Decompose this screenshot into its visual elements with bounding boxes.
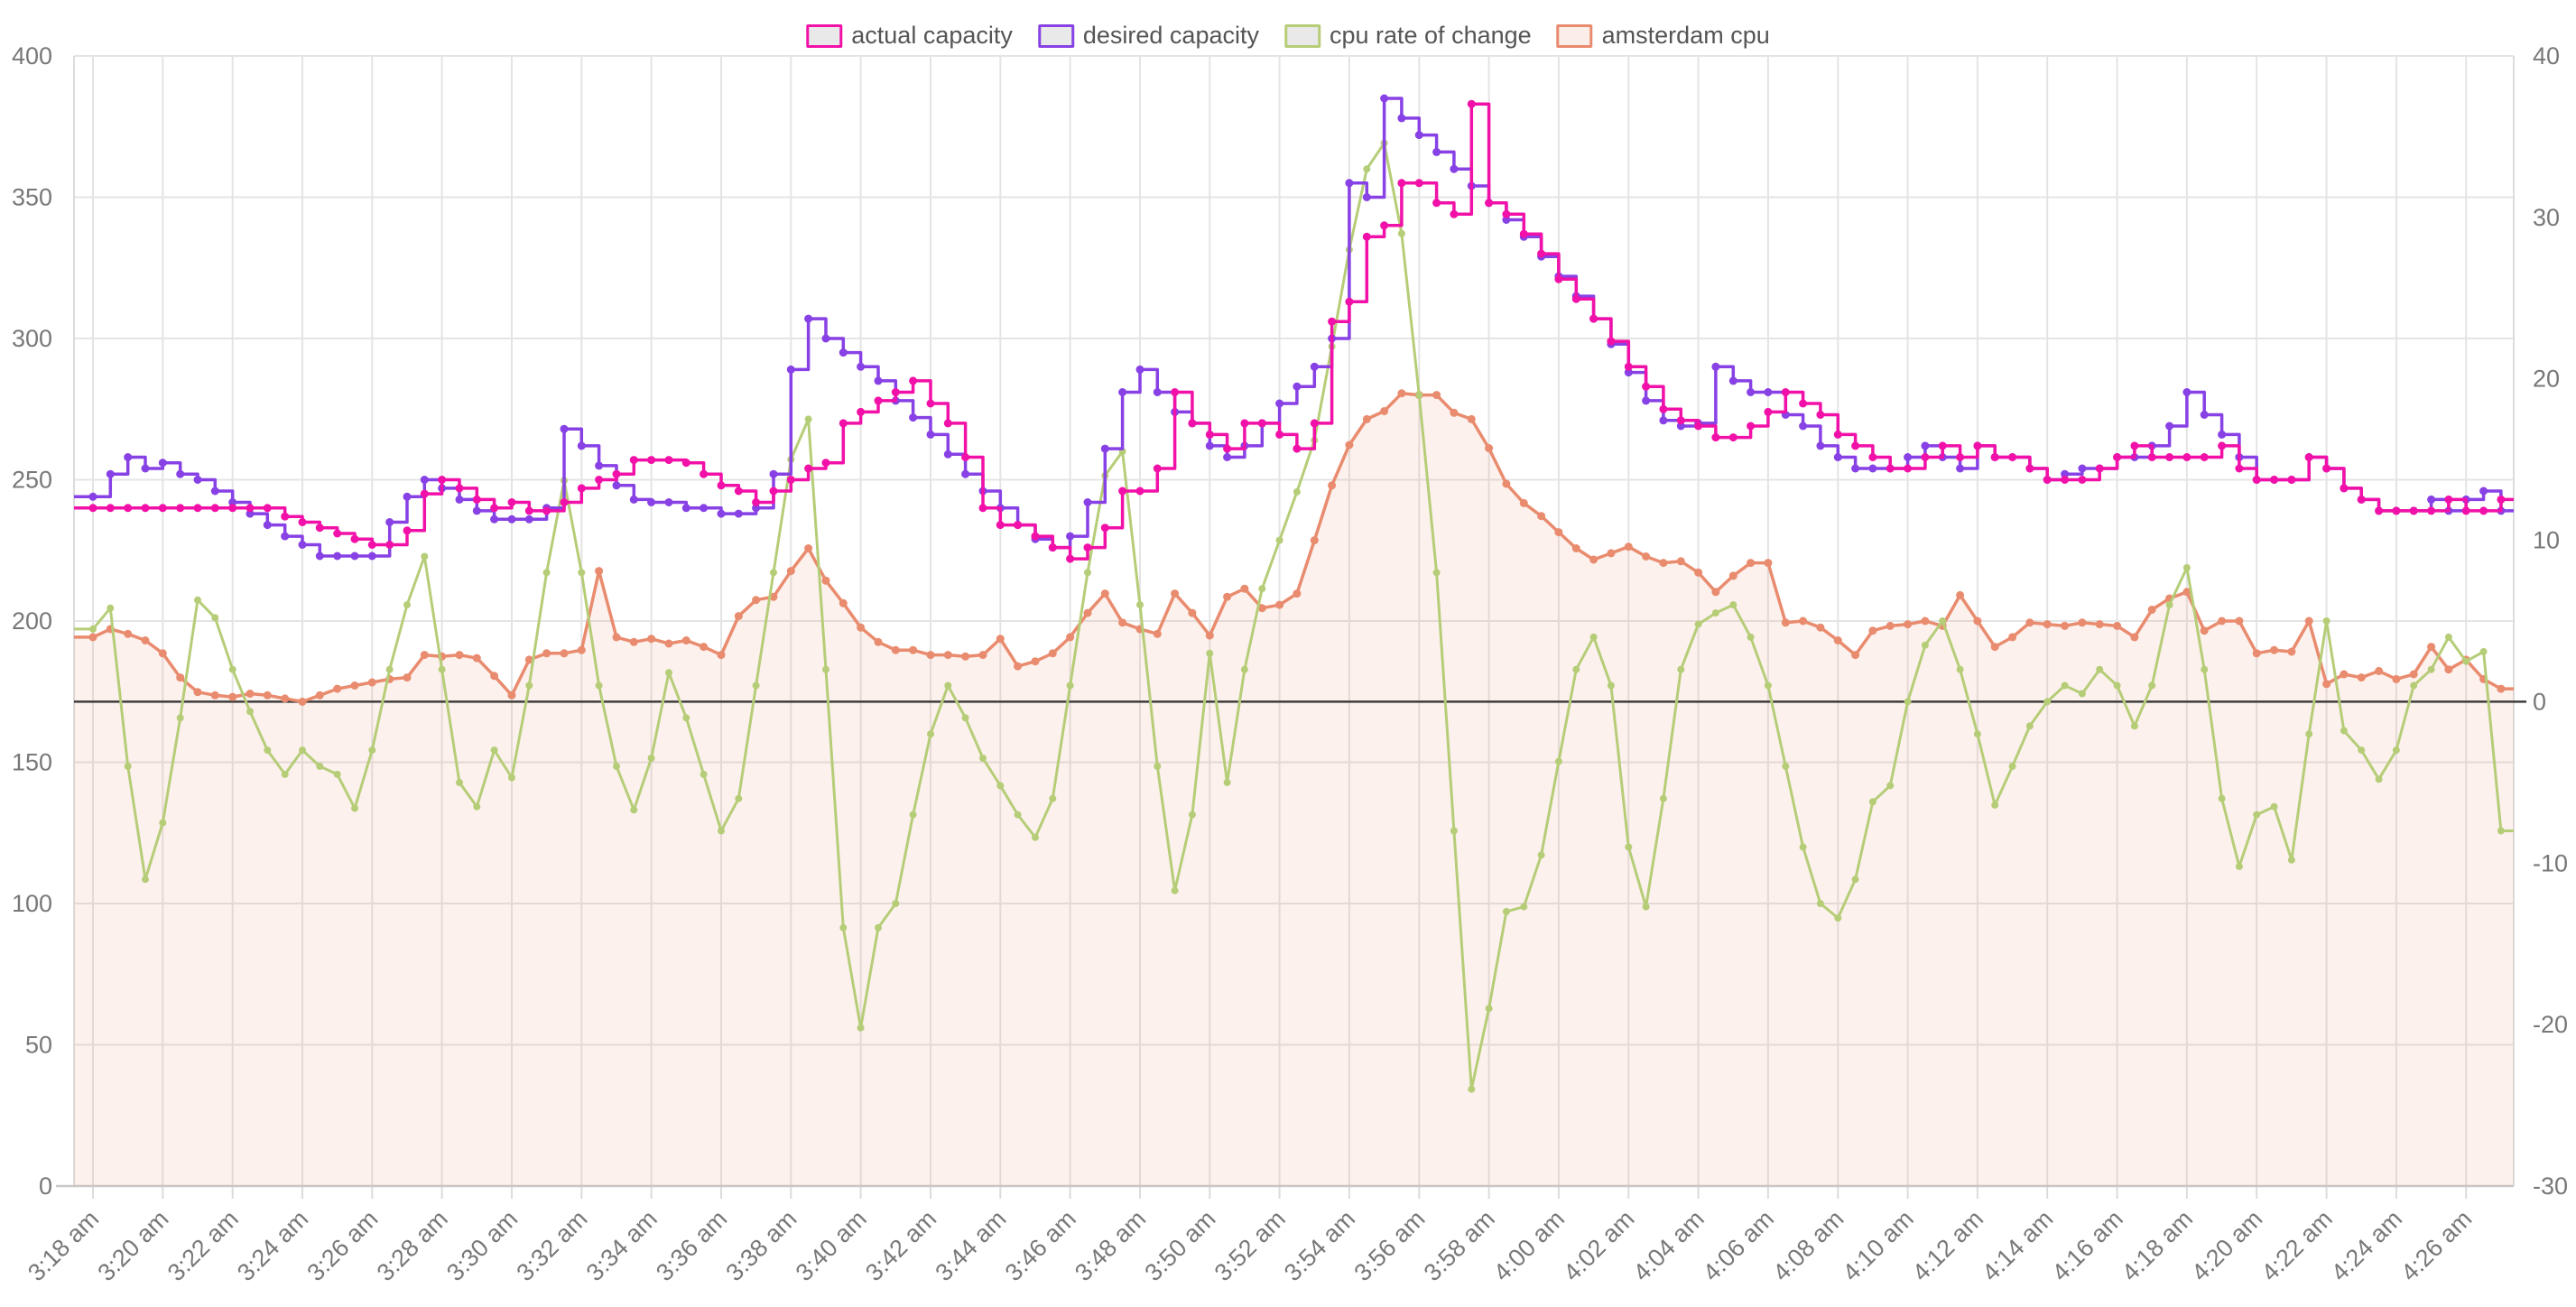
svg-text:4:04 am: 4:04 am [1628, 1205, 1710, 1286]
svg-text:3:30 am: 3:30 am [441, 1205, 523, 1286]
svg-text:-10: -10 [2533, 849, 2568, 876]
svg-text:3:40 am: 3:40 am [791, 1205, 872, 1286]
svg-text:350: 350 [12, 184, 52, 211]
svg-text:4:16 am: 4:16 am [2047, 1205, 2128, 1286]
svg-text:3:24 am: 3:24 am [232, 1205, 313, 1286]
legend-label: amsterdam cpu [1601, 22, 1770, 49]
legend-item-desired-capacity[interactable]: desired capacity [1037, 22, 1259, 50]
svg-text:4:00 am: 4:00 am [1488, 1205, 1570, 1286]
svg-text:3:54 am: 3:54 am [1279, 1205, 1360, 1286]
series-actual-capacity [74, 99, 2514, 563]
svg-text:4:08 am: 4:08 am [1767, 1205, 1849, 1286]
svg-text:10: 10 [2533, 527, 2560, 554]
svg-text:4:02 am: 4:02 am [1558, 1205, 1639, 1286]
series-amsterdam-cpu-fill [74, 393, 2514, 1186]
svg-text:100: 100 [12, 890, 52, 917]
svg-text:20: 20 [2533, 366, 2560, 393]
svg-text:3:34 am: 3:34 am [581, 1205, 663, 1286]
y-axis-right-labels: -30 -20 -10 0 10 20 30 40 [2533, 42, 2568, 1200]
svg-text:3:46 am: 3:46 am [1000, 1205, 1081, 1286]
svg-text:3:22 am: 3:22 am [162, 1205, 244, 1286]
legend-swatch-icon [1556, 23, 1593, 48]
svg-text:0: 0 [2533, 688, 2546, 715]
legend-label: actual capacity [851, 22, 1013, 49]
svg-text:0: 0 [39, 1173, 52, 1200]
svg-text:4:18 am: 4:18 am [2117, 1205, 2198, 1286]
svg-text:40: 40 [2533, 42, 2560, 70]
svg-text:3:50 am: 3:50 am [1139, 1205, 1220, 1286]
gridlines [56, 55, 2515, 1199]
legend-swatch-icon [806, 23, 843, 48]
svg-text:3:58 am: 3:58 am [1419, 1205, 1500, 1286]
legend-swatch-icon [1283, 23, 1320, 48]
svg-text:250: 250 [12, 467, 52, 494]
legend-item-actual-capacity[interactable]: actual capacity [806, 22, 1013, 50]
svg-text:200: 200 [12, 607, 52, 635]
x-axis-labels: 3:18 am3:20 am3:22 am3:24 am3:26 am3:28 … [23, 1205, 2477, 1286]
svg-text:150: 150 [12, 749, 52, 776]
svg-text:4:20 am: 4:20 am [2186, 1205, 2267, 1286]
svg-text:3:38 am: 3:38 am [720, 1205, 802, 1286]
legend-label: cpu rate of change [1329, 22, 1532, 49]
series-cpu-rate-of-change [74, 139, 2514, 1093]
svg-text:3:28 am: 3:28 am [372, 1205, 453, 1286]
y-axis-left-labels: 0 50 100 150 200 250 300 350 400 [12, 42, 52, 1200]
svg-text:4:24 am: 4:24 am [2326, 1205, 2407, 1286]
svg-text:3:26 am: 3:26 am [301, 1205, 383, 1286]
legend-label: desired capacity [1082, 22, 1259, 49]
series-amsterdam-cpu [74, 389, 2514, 706]
svg-text:300: 300 [12, 325, 52, 352]
svg-text:4:26 am: 4:26 am [2395, 1205, 2477, 1286]
svg-text:4:06 am: 4:06 am [1698, 1205, 1779, 1286]
svg-text:3:36 am: 3:36 am [651, 1205, 732, 1286]
svg-text:4:14 am: 4:14 am [1977, 1205, 2058, 1286]
svg-text:3:20 am: 3:20 am [92, 1205, 173, 1286]
svg-text:3:44 am: 3:44 am [930, 1205, 1011, 1286]
svg-text:50: 50 [25, 1032, 52, 1059]
svg-text:3:42 am: 3:42 am [860, 1205, 941, 1286]
svg-text:3:32 am: 3:32 am [511, 1205, 592, 1286]
svg-text:3:18 am: 3:18 am [23, 1205, 104, 1286]
chart-legend: actual capacity desired capacity cpu rate … [806, 22, 1770, 50]
svg-text:-20: -20 [2533, 1011, 2568, 1038]
svg-text:30: 30 [2533, 204, 2560, 231]
legend-item-amsterdam-cpu[interactable]: amsterdam cpu [1556, 22, 1770, 50]
svg-text:3:52 am: 3:52 am [1209, 1205, 1291, 1286]
svg-text:4:10 am: 4:10 am [1838, 1205, 1919, 1286]
svg-text:3:56 am: 3:56 am [1348, 1205, 1430, 1286]
svg-text:-30: -30 [2533, 1173, 2568, 1200]
legend-item-cpu-rate-of-change[interactable]: cpu rate of change [1283, 22, 1532, 50]
legend-swatch-icon [1037, 23, 1074, 48]
svg-text:400: 400 [12, 42, 52, 70]
svg-text:4:12 am: 4:12 am [1907, 1205, 1988, 1286]
svg-text:4:22 am: 4:22 am [2256, 1205, 2338, 1286]
svg-text:3:48 am: 3:48 am [1070, 1205, 1151, 1286]
